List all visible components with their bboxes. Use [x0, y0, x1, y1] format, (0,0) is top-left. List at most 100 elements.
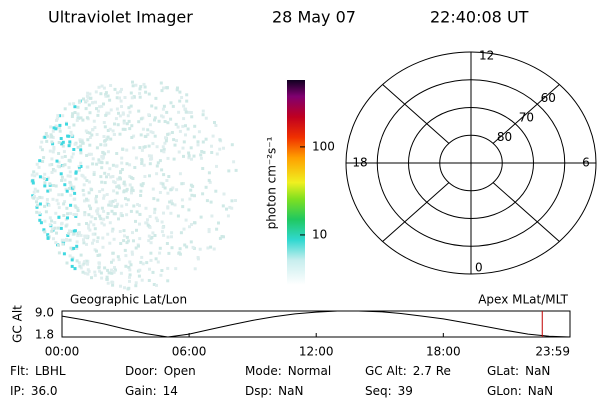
- altitude-line: [61, 310, 571, 338]
- speckle: [43, 230, 47, 234]
- speckle: [147, 234, 151, 238]
- speckle: [132, 134, 136, 138]
- speckle: [74, 177, 78, 181]
- speckle: [128, 260, 132, 264]
- x-tick-label: 12:00: [299, 345, 334, 359]
- speckle: [98, 190, 102, 193]
- speckle: [115, 107, 119, 111]
- speckle: [88, 143, 92, 147]
- speckle: [71, 112, 75, 116]
- speckle: [161, 145, 165, 149]
- speckle: [76, 105, 80, 109]
- speckle: [155, 283, 158, 287]
- speckle: [52, 184, 56, 187]
- speckle: [78, 168, 81, 172]
- speckle: [142, 82, 146, 86]
- speckle: [179, 231, 183, 235]
- speckle: [134, 83, 138, 87]
- speckle: [172, 138, 176, 142]
- speckle: [81, 118, 85, 122]
- speckle: [156, 218, 159, 222]
- speckle: [122, 239, 126, 243]
- speckle: [190, 223, 193, 226]
- speckle: [74, 170, 78, 174]
- info-field: Seq: 39: [365, 384, 413, 398]
- speckle: [193, 221, 196, 225]
- speckle: [169, 188, 173, 192]
- speckle: [180, 198, 184, 202]
- speckle: [199, 215, 203, 219]
- speckle: [218, 147, 222, 151]
- speckle: [150, 235, 154, 239]
- speckle: [92, 173, 96, 176]
- speckle: [165, 86, 169, 90]
- speckle: [184, 107, 188, 111]
- speckle: [118, 186, 121, 190]
- speckle: [166, 235, 170, 239]
- speckle: [57, 141, 61, 144]
- speckle: [153, 134, 157, 138]
- speckle: [154, 257, 158, 261]
- speckle: [86, 138, 90, 142]
- speckle: [213, 121, 216, 124]
- speckle: [147, 92, 151, 96]
- speckle: [70, 115, 74, 118]
- speckle: [98, 269, 102, 273]
- speckle: [99, 160, 103, 164]
- speckle: [127, 119, 131, 123]
- speckle: [73, 105, 77, 109]
- speckle: [103, 143, 107, 147]
- speckle: [58, 126, 62, 130]
- speckle: [59, 137, 63, 140]
- speckle: [115, 204, 119, 208]
- speckle: [173, 143, 177, 147]
- colorbar: [287, 80, 305, 285]
- speckle: [160, 230, 164, 234]
- speckle: [174, 267, 178, 271]
- colorbar-label: photon cm⁻²s⁻¹: [265, 136, 279, 229]
- speckle: [36, 189, 40, 193]
- speckle: [108, 127, 112, 131]
- speckle: [149, 258, 153, 262]
- speckle: [142, 163, 146, 167]
- speckle: [33, 174, 37, 178]
- speckle: [57, 160, 61, 164]
- speckle: [52, 237, 55, 241]
- speckle: [67, 231, 71, 235]
- speckle: [218, 138, 222, 142]
- speckle: [51, 142, 55, 146]
- speckle: [129, 104, 133, 108]
- speckle: [66, 174, 70, 178]
- speckle: [68, 142, 72, 146]
- speckle: [132, 204, 136, 208]
- speckle: [111, 281, 115, 284]
- speckle: [230, 143, 234, 147]
- speckle: [69, 211, 73, 215]
- speckle: [127, 266, 131, 269]
- speckle: [187, 110, 191, 114]
- speckle: [102, 196, 106, 200]
- speckle: [100, 206, 104, 210]
- speckle: [210, 214, 214, 218]
- speckle: [201, 113, 205, 117]
- speckle: [163, 120, 167, 123]
- speckle: [151, 142, 155, 146]
- speckle: [123, 234, 126, 238]
- speckle: [210, 151, 214, 154]
- speckle: [93, 217, 97, 221]
- speckle: [123, 127, 127, 131]
- speckle: [120, 87, 123, 91]
- speckle: [185, 99, 189, 103]
- speckle: [215, 152, 219, 156]
- speckle: [108, 200, 112, 204]
- speckle: [116, 202, 120, 206]
- speckle: [124, 264, 128, 268]
- speckle: [125, 122, 129, 126]
- speckle: [96, 254, 100, 257]
- speckle: [140, 184, 144, 188]
- plot-title: Geographic Lat/Lon: [70, 293, 187, 307]
- speckle: [115, 185, 119, 189]
- speckle: [138, 91, 142, 95]
- speckle: [120, 204, 124, 208]
- speckle: [86, 268, 90, 272]
